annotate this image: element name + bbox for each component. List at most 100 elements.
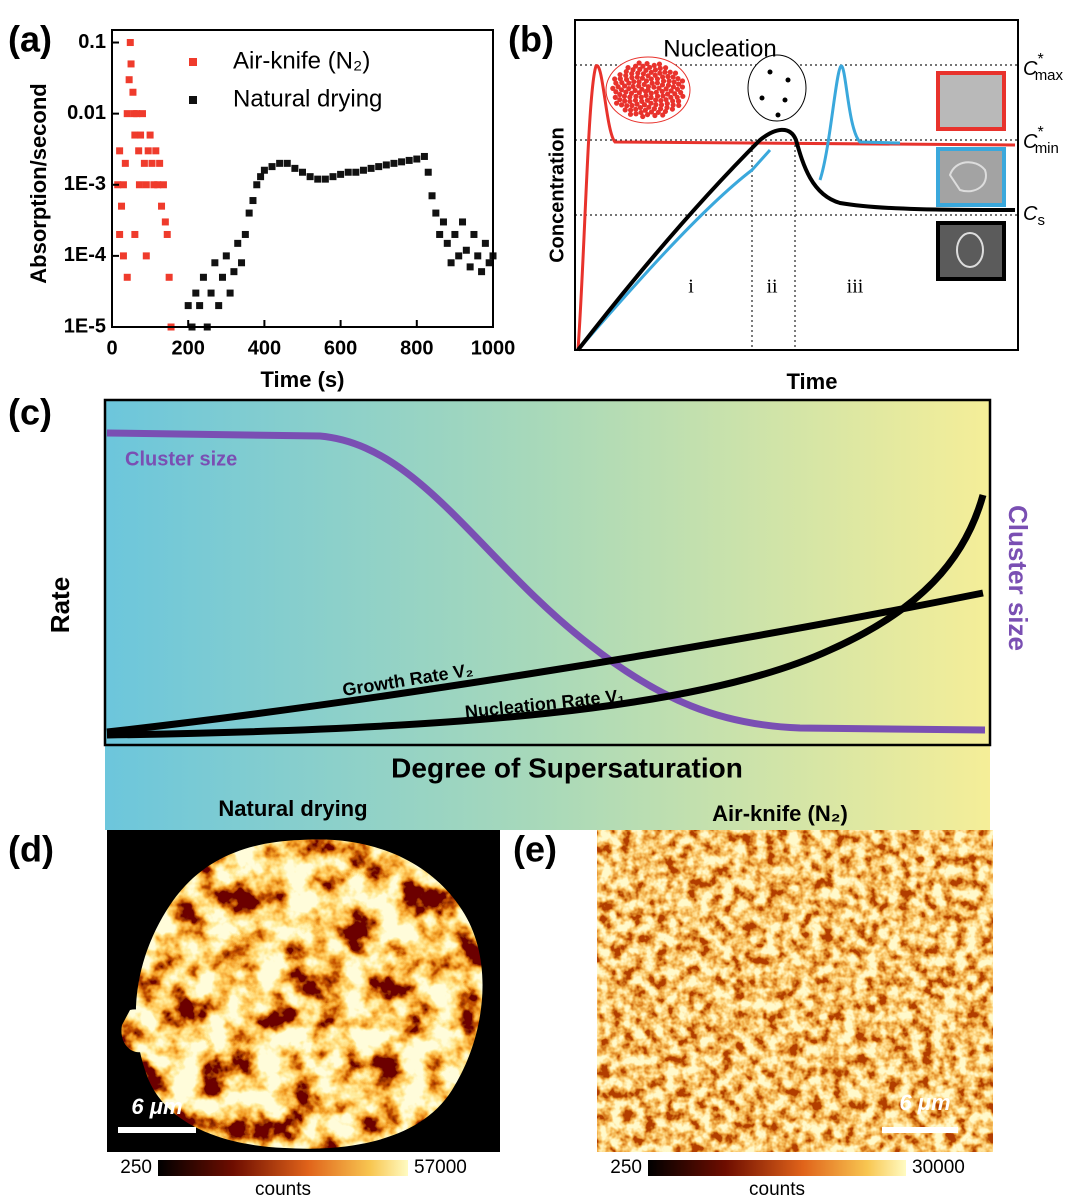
cluster-dot [674,94,680,100]
cluster-dot [634,74,640,80]
scale-bar [882,1127,958,1133]
map-image [121,839,483,1149]
cluster-dot [665,82,672,88]
data-point [207,289,215,297]
cluster-dot [633,93,639,99]
data-point [119,252,127,260]
data-point [161,218,169,226]
panel-label: (a) [8,19,52,60]
cluster-dot [625,65,631,71]
cluster-dot [643,78,650,84]
cluster-dot [641,102,648,108]
data-point [129,88,137,96]
cluster-dot [668,88,674,94]
frame [574,19,1019,351]
colorbar-label: 57000 [414,1157,467,1178]
cluster-dot [657,65,663,71]
data-point [135,147,143,155]
cluster-dot [623,72,629,79]
panel-c: Cluster size Rate Cluster size Growth Ra… [45,398,1033,830]
data-point [137,131,145,139]
cluster-dot [679,78,686,84]
panel-label: (e) [513,829,557,870]
y-tick-label: 0.1 [78,31,106,53]
cluster-dot [657,70,663,76]
data-point [118,202,126,210]
data-point [276,159,284,167]
data-point [142,252,150,260]
end-label: Air-knife (N₂) [712,801,848,826]
cluster-dot [644,111,651,118]
level-label: Cs [1023,203,1045,229]
data-point [152,147,160,155]
cluster-dot [632,87,638,94]
cluster-dot [632,63,639,69]
data-point [158,202,166,210]
cluster-dot [658,102,665,108]
x-tick-label: 1000 [471,337,516,359]
scale-label: 6 μm [131,1094,182,1119]
data-point [321,175,329,183]
cluster-dot [646,104,652,110]
data-point [257,173,265,181]
cluster-dot [665,73,671,80]
cluster-dot [676,81,682,87]
panel-d: 6 μm 250 57000 counts [107,830,500,1200]
colorbar-label: 250 [610,1157,642,1178]
cluster-dot [651,84,657,90]
data-point [154,181,162,189]
stage-label: ii [766,276,778,298]
cluster-dot [617,97,623,103]
cluster-dot [669,106,676,112]
y-tick-label: 0.01 [67,102,106,124]
data-point [156,159,164,167]
colorbar-label: 250 [120,1157,152,1178]
cluster-dot [639,75,645,81]
cluster-dot [648,109,655,115]
curve-label: Cluster size [125,448,237,470]
cluster-dot [654,93,661,99]
data-point [398,158,406,166]
cluster-dot [662,65,669,71]
data-point [439,218,447,226]
cluster-dot [633,111,639,117]
x-tick-label: 800 [400,337,433,359]
end-label: Natural drying [218,796,367,821]
cluster-dot [675,76,681,82]
cluster-dot [644,97,650,103]
cluster-dot [667,69,673,75]
cluster-dot [664,101,670,107]
data-point [226,289,234,297]
cluster-dot [617,72,623,78]
cluster-dot [647,64,653,71]
data-point [424,168,432,176]
data-point [238,259,246,267]
data-point [455,252,463,260]
cluster-dot [627,94,633,100]
x-tick-label: 400 [248,337,281,359]
cluster-curve [106,429,986,734]
cluster-dot [643,67,649,73]
y2-axis-label: Cluster size [1003,505,1033,651]
panel-title: Nucleation [663,35,776,62]
cluster-dot [630,83,636,90]
cluster-dot [664,91,671,97]
data-point [283,159,291,167]
panel-a: 0.1 0.01 1E-3 1E-4 1E-50 200 400 600 800 1000 Time… [26,29,516,392]
data-point [306,173,314,181]
data-point [451,230,459,238]
data-point [123,273,131,281]
cluster-dot [638,94,644,100]
data-point [436,230,444,238]
data-point [119,181,127,189]
cluster-dot [672,70,679,76]
cluster-dot [612,76,618,82]
scale-label: 6 μm [899,1090,950,1115]
cluster-dot [617,76,623,82]
data-point [163,230,171,238]
data-point [131,230,139,238]
data-point [165,273,173,281]
data-point [344,168,352,176]
cluster-dot [636,83,642,89]
cluster-dot [623,89,629,95]
